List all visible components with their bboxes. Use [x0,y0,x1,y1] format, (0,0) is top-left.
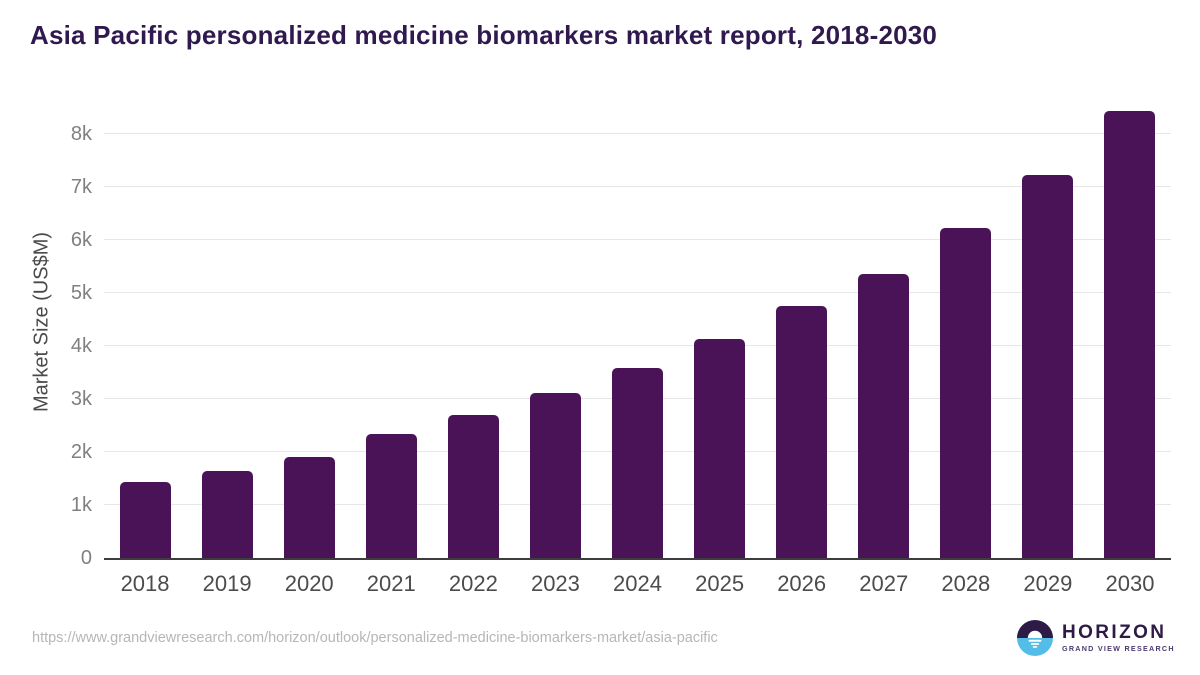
y-tick-label: 7k [70,176,92,199]
x-tick-label: 2029 [1023,571,1073,596]
gridline [104,345,1171,347]
bar-2030 [1104,111,1156,558]
y-tick-label: 8k [70,123,92,146]
bar-cell [843,92,925,558]
horizon-logo: HORIZON GRAND VIEW RESEARCH [1017,620,1175,656]
bar-cell [679,92,761,558]
gridline [104,133,1171,135]
bar-cell [186,92,268,558]
bar-2022 [447,415,499,558]
bar-cell [1089,92,1171,558]
y-tick-label: 6k [70,229,92,252]
bar-cell [514,92,596,558]
x-tick-label: 2027 [859,571,909,596]
bar-cell [268,92,350,558]
horizon-logo-icon [1017,620,1053,656]
x-tick-label: 2030 [1105,571,1155,596]
bar-cell [104,92,186,558]
bar-2019 [201,471,253,558]
y-axis-title: Market Size (US$M) [30,231,53,413]
x-tick-label: 2018 [120,571,170,596]
x-tick-label: 2022 [448,571,498,596]
x-tick-label: 2025 [695,571,745,596]
logo-subbrand-text: GRAND VIEW RESEARCH [1062,644,1175,654]
bar-cell [1007,92,1089,558]
y-tick-label: 3k [70,388,92,411]
bar-cell [596,92,678,558]
x-tick-label: 2019 [202,571,252,596]
x-tick-label: 2020 [284,571,334,596]
logo-brand-text: HORIZON [1062,622,1167,644]
bar-2020 [283,457,335,558]
bar-cell [925,92,1007,558]
bar-cell [761,92,843,558]
y-tick-label: 2k [70,441,92,464]
bar-cell [432,92,514,558]
bar-2028 [940,228,992,558]
bar-2023 [529,393,581,558]
gridline [104,292,1171,294]
logo-text: HORIZON GRAND VIEW RESEARCH [1062,623,1175,652]
bar-2018 [119,482,171,558]
x-tick-label: 2023 [530,571,580,596]
y-tick-label: 4k [70,335,92,358]
bar-2026 [776,305,828,558]
x-tick-label: 2026 [777,571,827,596]
bar-2021 [365,434,417,558]
bar-2029 [1022,175,1074,558]
plot-area: 2018 2019 2020 2021 2022 2023 2024 2025 2026 2027… [71,92,1171,596]
bar-cell [350,92,432,558]
y-tick-label: 1k [70,494,92,517]
x-tick-label: 2024 [613,571,662,596]
gridline [104,239,1171,241]
bar-2025 [694,339,746,558]
y-tick-label: 5k [70,282,92,305]
source-url: https://www.grandviewresearch.com/horizo… [32,630,718,646]
bar-2027 [858,274,910,558]
page-title: Asia Pacific personalized medicine bioma… [30,20,938,50]
x-tick-labels: 2018 2019 2020 2021 2022 2023 2024 2025 2026 2027… [104,558,1171,597]
x-tick-label: 2028 [941,571,991,596]
bars [104,92,1171,558]
y-tick-label: 0 [80,547,92,569]
bar-2024 [612,368,663,558]
gridline [104,186,1171,188]
x-tick-label: 2021 [366,571,416,596]
